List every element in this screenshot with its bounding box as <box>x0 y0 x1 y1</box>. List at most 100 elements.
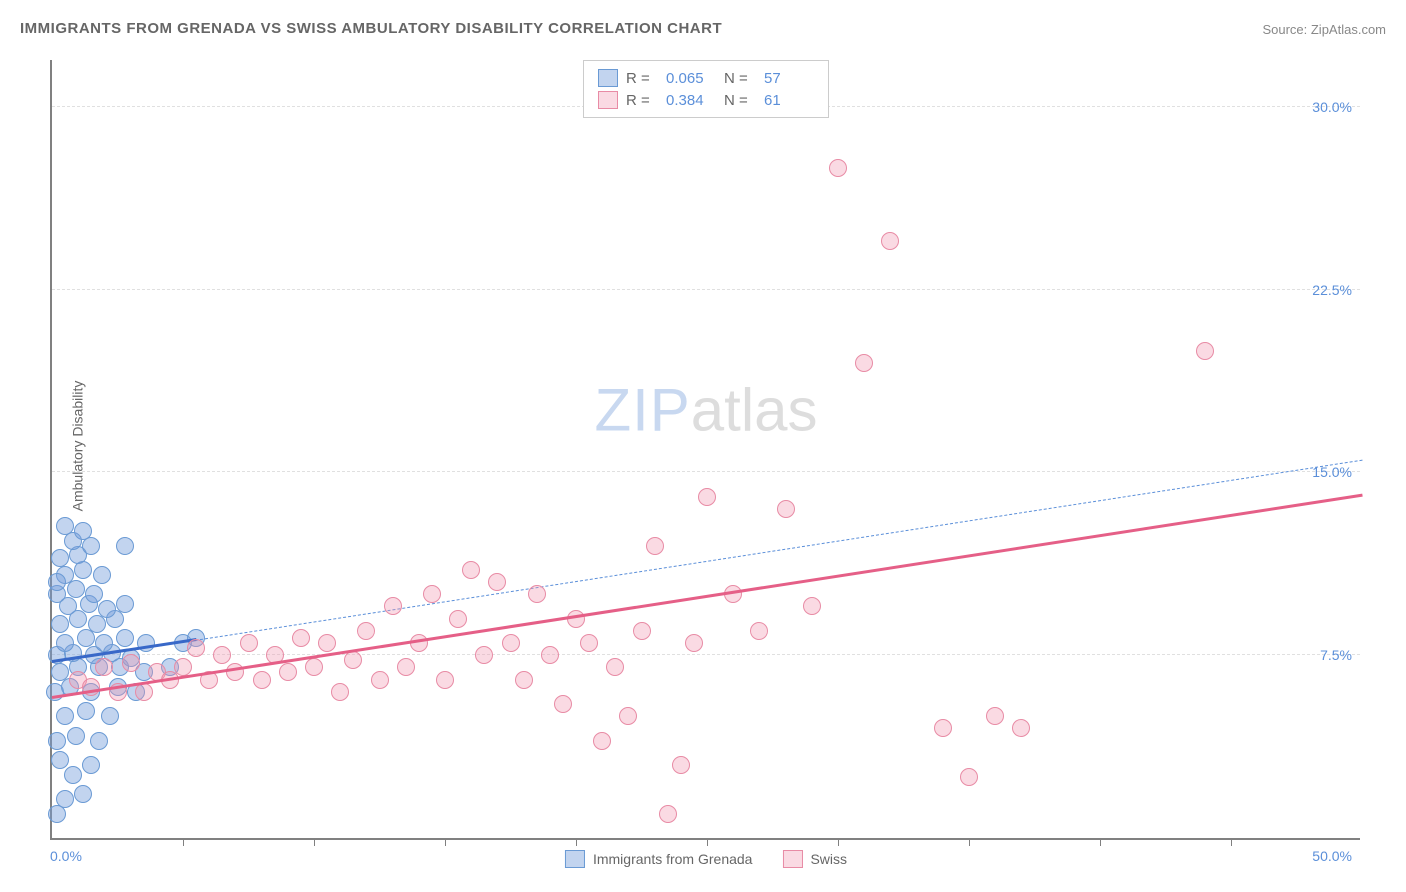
data-point <box>64 766 82 784</box>
data-point <box>95 658 113 676</box>
x-tick <box>838 838 839 846</box>
r-value-swiss: 0.384 <box>666 92 716 109</box>
data-point <box>279 663 297 681</box>
data-point <box>659 805 677 823</box>
y-tick-label: 30.0% <box>1312 99 1352 115</box>
data-point <box>51 751 69 769</box>
data-point <box>423 585 441 603</box>
data-point <box>488 573 506 591</box>
data-point <box>253 671 271 689</box>
gridline <box>52 289 1360 290</box>
data-point <box>187 639 205 657</box>
data-point <box>829 159 847 177</box>
r-label: R = <box>626 70 658 87</box>
data-point <box>240 634 258 652</box>
x-tick <box>183 838 184 846</box>
y-tick-label: 22.5% <box>1312 282 1352 298</box>
data-point <box>56 707 74 725</box>
x-tick <box>576 838 577 846</box>
legend-item-swiss: Swiss <box>782 850 847 868</box>
data-point <box>116 537 134 555</box>
x-tick-label: 0.0% <box>50 848 82 864</box>
x-tick <box>445 838 446 846</box>
data-point <box>515 671 533 689</box>
swatch-swiss <box>598 91 618 109</box>
data-point <box>74 785 92 803</box>
data-point <box>305 658 323 676</box>
data-point <box>51 549 69 567</box>
data-point <box>116 595 134 613</box>
x-tick <box>1231 838 1232 846</box>
data-point <box>56 790 74 808</box>
legend-row-grenada: R = 0.065 N = 57 <box>598 67 814 89</box>
x-tick <box>1100 838 1101 846</box>
gridline <box>52 654 1360 655</box>
data-point <box>803 597 821 615</box>
data-point <box>213 646 231 664</box>
data-point <box>881 232 899 250</box>
data-point <box>122 654 140 672</box>
data-point <box>384 597 402 615</box>
data-point <box>685 634 703 652</box>
data-point <box>960 768 978 786</box>
data-point <box>646 537 664 555</box>
legend-item-grenada: Immigrants from Grenada <box>565 850 753 868</box>
data-point <box>116 629 134 647</box>
data-point <box>672 756 690 774</box>
data-point <box>48 732 66 750</box>
gridline <box>52 471 1360 472</box>
data-point <box>48 573 66 591</box>
data-point <box>95 634 113 652</box>
data-point <box>67 727 85 745</box>
data-point <box>436 671 454 689</box>
data-point <box>855 354 873 372</box>
data-point <box>554 695 572 713</box>
x-tick <box>969 838 970 846</box>
data-point <box>619 707 637 725</box>
correlation-legend: R = 0.065 N = 57 R = 0.384 N = 61 <box>583 60 829 118</box>
swatch-swiss <box>782 850 802 868</box>
data-point <box>74 522 92 540</box>
data-point <box>331 683 349 701</box>
data-point <box>580 634 598 652</box>
series-name-swiss: Swiss <box>810 851 847 867</box>
data-point <box>1012 719 1030 737</box>
n-label: N = <box>724 92 756 109</box>
data-point <box>986 707 1004 725</box>
data-point <box>318 634 336 652</box>
chart-title: IMMIGRANTS FROM GRENADA VS SWISS AMBULAT… <box>20 20 722 37</box>
data-point <box>462 561 480 579</box>
trend-line <box>52 494 1362 699</box>
data-point <box>82 756 100 774</box>
data-point <box>67 580 85 598</box>
x-tick <box>314 838 315 846</box>
data-point <box>51 615 69 633</box>
source-label: Source: ZipAtlas.com <box>1262 22 1386 37</box>
data-point <box>528 585 546 603</box>
data-point <box>357 622 375 640</box>
data-point <box>541 646 559 664</box>
data-point <box>777 500 795 518</box>
swatch-grenada <box>565 850 585 868</box>
plot-area: ZIPatlas R = 0.065 N = 57 R = 0.384 N = … <box>50 60 1360 840</box>
data-point <box>698 488 716 506</box>
watermark-atlas: atlas <box>691 377 818 444</box>
data-point <box>93 566 111 584</box>
data-point <box>90 732 108 750</box>
x-tick <box>707 838 708 846</box>
series-name-grenada: Immigrants from Grenada <box>593 851 753 867</box>
data-point <box>1196 342 1214 360</box>
data-point <box>502 634 520 652</box>
data-point <box>292 629 310 647</box>
data-point <box>397 658 415 676</box>
data-point <box>56 634 74 652</box>
data-point <box>51 663 69 681</box>
data-point <box>85 585 103 603</box>
x-tick-label: 50.0% <box>1312 848 1352 864</box>
watermark: ZIPatlas <box>594 376 817 445</box>
n-label: N = <box>724 70 756 87</box>
y-tick-label: 7.5% <box>1320 647 1352 663</box>
data-point <box>98 600 116 618</box>
data-point <box>934 719 952 737</box>
data-point <box>750 622 768 640</box>
